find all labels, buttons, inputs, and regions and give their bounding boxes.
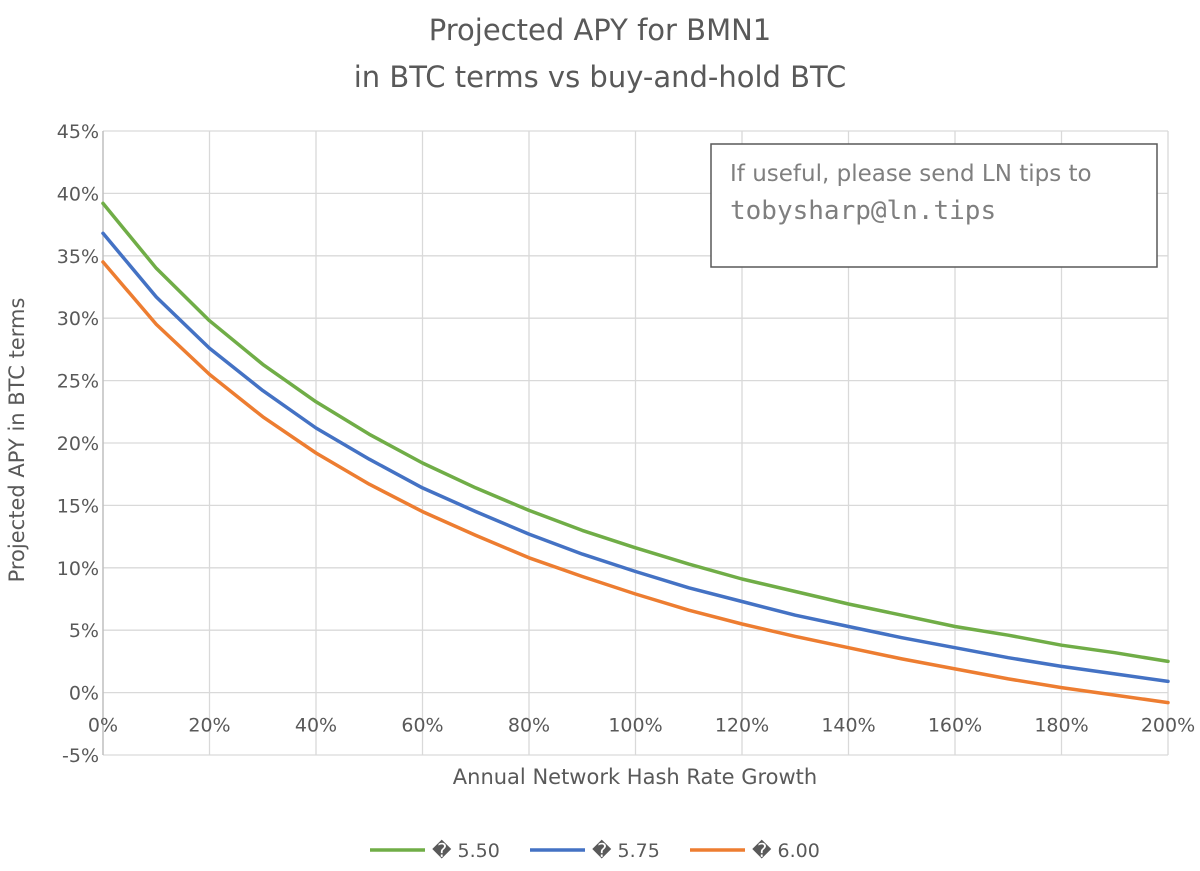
annotation-line-1: If useful, please send LN tips to: [730, 161, 1092, 187]
y-tick-label: 0%: [69, 683, 99, 705]
x-tick-label: 100%: [608, 715, 662, 737]
x-tick-label: 160%: [928, 715, 982, 737]
y-tick-label: 45%: [57, 121, 99, 143]
x-tick-label: 120%: [715, 715, 769, 737]
y-tick-label: 40%: [57, 183, 99, 205]
x-tick-label: 180%: [1034, 715, 1088, 737]
series-line-1: [101, 201, 1170, 664]
x-tick-label: 80%: [508, 715, 550, 737]
annotation-box: If useful, please send LN tips to tobysh…: [710, 143, 1158, 268]
x-tick-label: 0%: [88, 715, 118, 737]
y-tick-label: 30%: [57, 308, 99, 330]
y-tick-label: 20%: [57, 433, 99, 455]
x-tick-label: 40%: [295, 715, 337, 737]
annotation-box-border: [710, 143, 1158, 268]
annotation-line-2: tobysharp@ln.tips: [730, 196, 996, 226]
y-tick-label: 25%: [57, 371, 99, 393]
chart-title-line-2: in BTC terms vs buy-and-hold BTC: [354, 60, 847, 94]
legend-label-2: � 5.75: [592, 839, 660, 862]
legend-label-3: � 6.00: [752, 839, 820, 862]
x-axis-ticks: 0% 20% 40% 60% 80% 100% 120% 140% 160% 180% 200%: [88, 715, 1195, 737]
y-axis-ticks: -5% 0% 5% 10% 15% 20% 25% 30% 35% 40% 45%: [57, 121, 99, 767]
series-lines: [101, 201, 1170, 705]
y-tick-label: -5%: [62, 745, 99, 767]
y-axis-title: Projected APY in BTC terms: [5, 298, 29, 583]
series-line-3: [101, 260, 1170, 705]
y-tick-label: 10%: [57, 558, 99, 580]
x-tick-label: 200%: [1141, 715, 1195, 737]
y-tick-label: 5%: [69, 620, 99, 642]
gridlines: [102, 130, 1169, 756]
x-axis-title: Annual Network Hash Rate Growth: [453, 765, 817, 789]
y-tick-label: 35%: [57, 246, 99, 268]
legend-label-1: � 5.50: [432, 839, 500, 862]
x-tick-label: 20%: [188, 715, 230, 737]
legend: � 5.50 � 5.75 � 6.00: [370, 839, 820, 862]
x-tick-label: 60%: [401, 715, 443, 737]
chart-title-line-1: Projected APY for BMN1: [429, 13, 771, 47]
x-tick-label: 140%: [821, 715, 875, 737]
y-tick-label: 15%: [57, 495, 99, 517]
series-line-2: [101, 231, 1170, 684]
